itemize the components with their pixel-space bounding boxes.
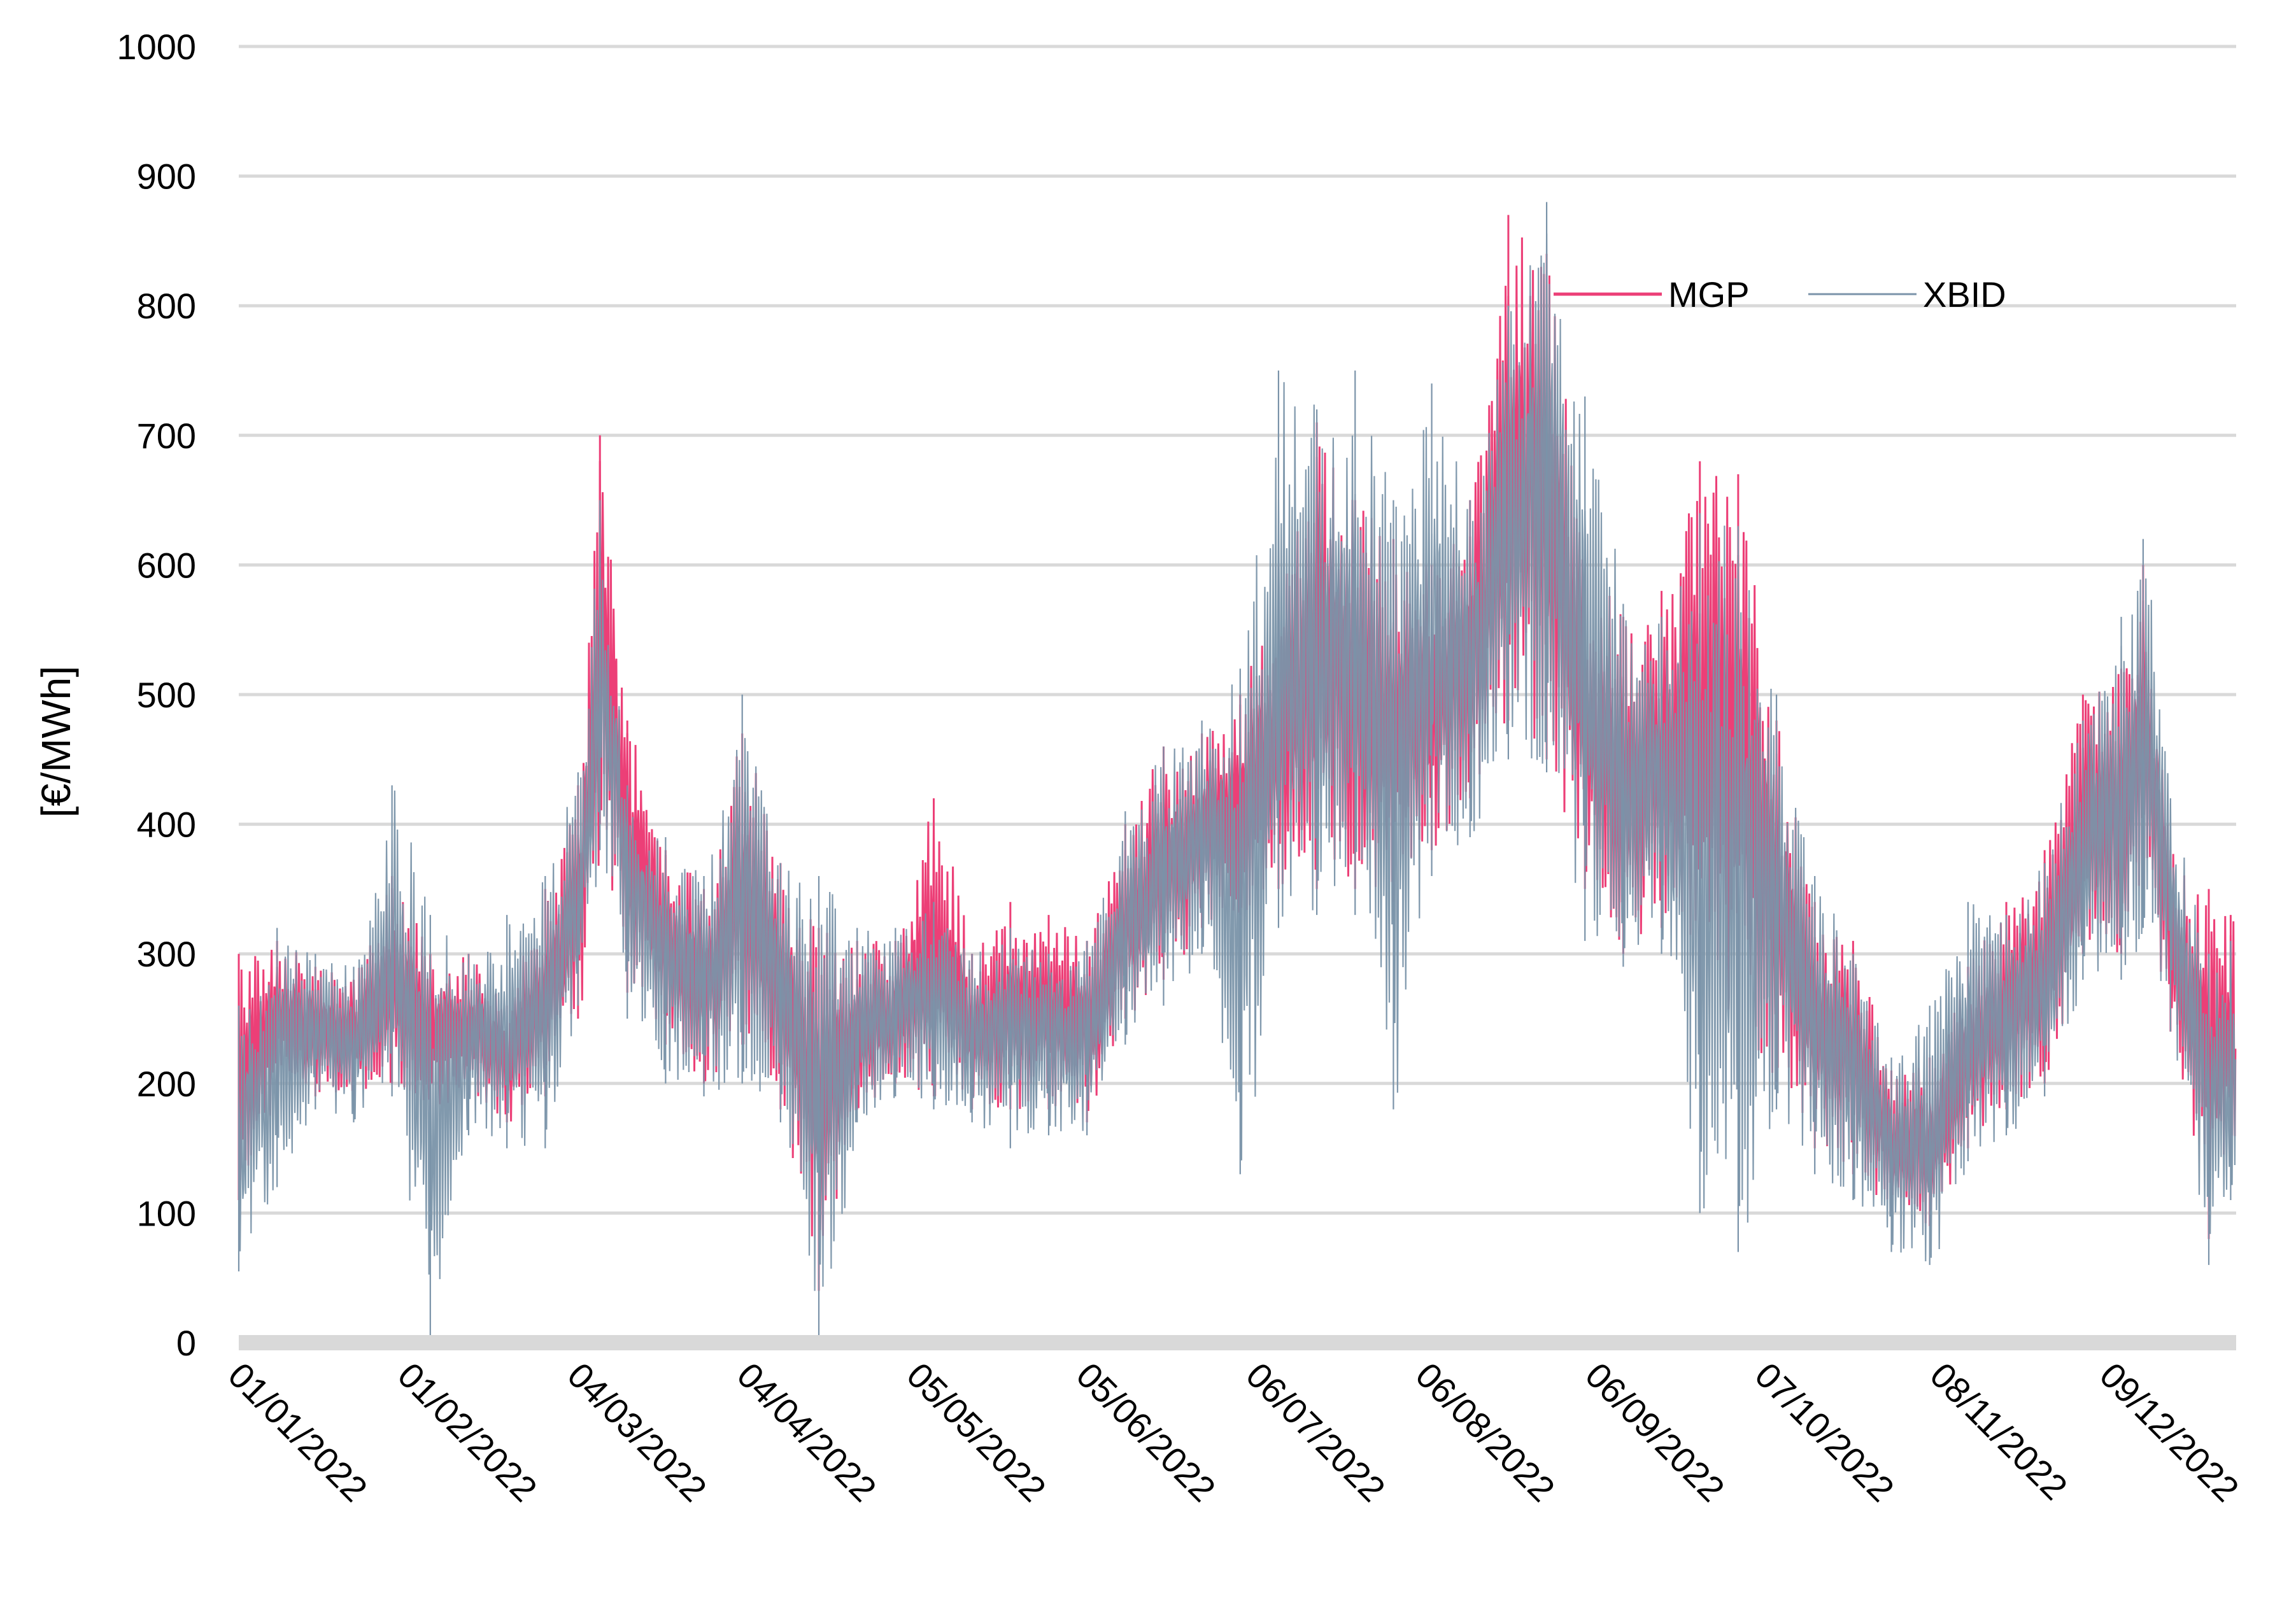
y-axis-tick-labels: 0 100 200 300 400 500 600 700 800 900 1000 <box>117 27 196 1363</box>
y-tick-label: 500 <box>137 675 196 715</box>
x-tick-label: 04/04/2022 <box>730 1355 884 1510</box>
x-axis <box>239 1335 2236 1350</box>
x-tick-label: 05/06/2022 <box>1069 1355 1224 1510</box>
y-tick-label: 100 <box>137 1193 196 1233</box>
x-tick-label: 06/07/2022 <box>1238 1355 1393 1510</box>
x-tick-label: 04/03/2022 <box>560 1355 714 1510</box>
legend-label-mgp: MGP <box>1668 274 1750 315</box>
x-tick-label: 06/08/2022 <box>1408 1355 1563 1510</box>
x-tick-label: 08/11/2022 <box>1922 1355 2075 1508</box>
x-tick-label: 01/01/2022 <box>221 1355 376 1510</box>
y-tick-label: 700 <box>137 416 196 456</box>
x-tick-label: 06/09/2022 <box>1578 1355 1733 1510</box>
y-tick-label: 1000 <box>117 27 196 67</box>
y-tick-label: 300 <box>137 934 196 974</box>
legend: MGP XBID <box>1554 274 2006 315</box>
series-lines <box>237 202 2237 1343</box>
x-tick-label: 01/02/2022 <box>390 1355 545 1510</box>
x-axis-line <box>239 1335 2236 1350</box>
x-tick-label: 07/10/2022 <box>1747 1355 1902 1510</box>
x-axis-tick-labels: 01/01/2022 01/02/2022 04/03/2022 04/04/2022… <box>221 1355 2247 1510</box>
y-tick-label: 800 <box>137 286 196 326</box>
y-tick-label: 400 <box>137 805 196 845</box>
x-tick-label: 05/05/2022 <box>899 1355 1054 1510</box>
y-tick-label: 600 <box>137 545 196 585</box>
y-axis-title: [€/MWh] <box>33 666 79 817</box>
y-tick-label: 0 <box>176 1323 196 1363</box>
series-line-xbid <box>237 233 2236 1291</box>
y-tick-label: 200 <box>137 1064 196 1104</box>
x-tick-label: 09/12/2022 <box>2092 1355 2247 1510</box>
y-tick-label: 900 <box>137 157 196 197</box>
legend-label-xbid: XBID <box>1923 274 2006 315</box>
